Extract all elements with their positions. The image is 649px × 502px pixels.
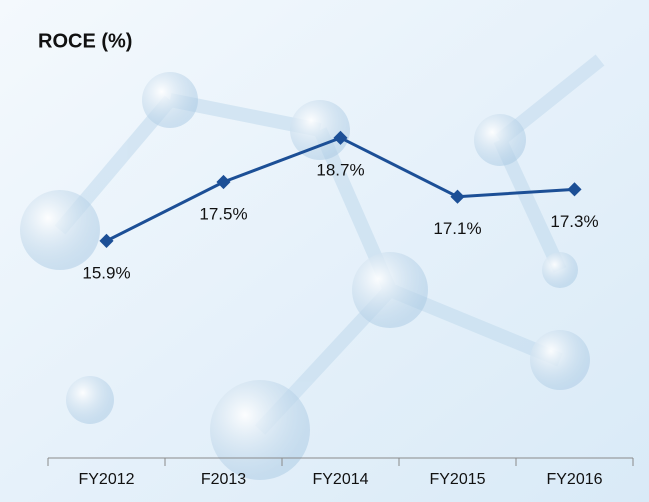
marker — [567, 182, 582, 197]
marker — [333, 130, 348, 145]
data-label: 17.5% — [199, 204, 247, 223]
x-tick-label: F2013 — [201, 471, 246, 488]
data-label: 17.3% — [550, 212, 598, 231]
x-tick-label: FY2014 — [312, 471, 368, 488]
x-tick-label: FY2016 — [546, 471, 602, 488]
x-tick-label: FY2015 — [429, 471, 485, 488]
marker — [450, 189, 465, 204]
data-label: 18.7% — [316, 160, 364, 179]
x-tick-label: FY2012 — [78, 471, 134, 488]
chart-title: ROCE (%) — [38, 30, 132, 52]
marker — [216, 174, 231, 190]
data-label: 15.9% — [82, 263, 130, 282]
data-label: 17.1% — [433, 219, 481, 238]
